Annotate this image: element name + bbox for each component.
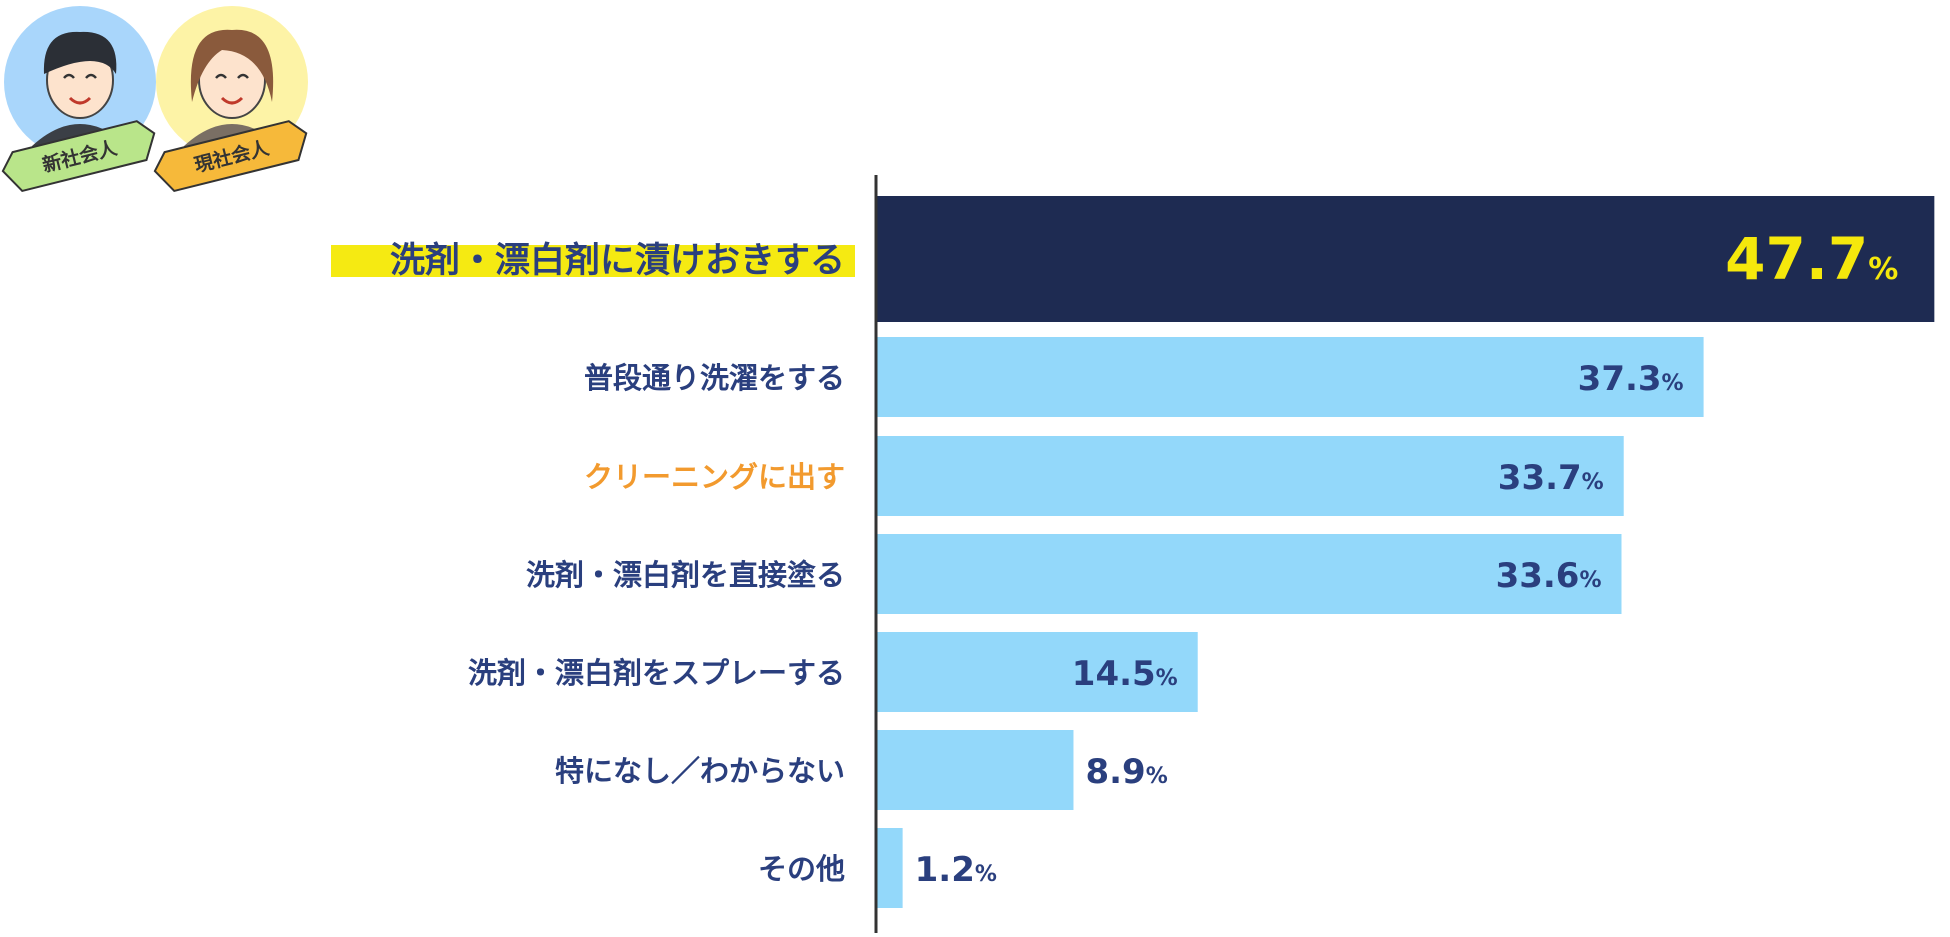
- highlight-marker: [331, 245, 855, 277]
- value-label-4: 14.5%: [1072, 654, 1178, 694]
- category-label-5: 特になし／わからない: [555, 754, 845, 788]
- value-label-1: 37.3%: [1578, 359, 1684, 399]
- bar-0: [876, 196, 1935, 322]
- badge-0: 新社会人: [1, 6, 156, 193]
- bar-5: [876, 730, 1074, 810]
- category-label-6: その他: [758, 852, 845, 886]
- ribbon: 現社会人: [153, 120, 308, 193]
- badge-1: 現社会人: [153, 6, 308, 193]
- category-label-3: 洗剤・漂白剤を直接塗る: [526, 558, 845, 592]
- bar-2: [876, 436, 1624, 516]
- value-label-5: 8.9%: [1085, 752, 1167, 792]
- category-label-0: 洗剤・漂白剤に漬けおきする: [390, 241, 845, 281]
- character-badges: 新社会人 現社会人: [1, 6, 308, 193]
- value-label-0: 47.7%: [1725, 225, 1898, 293]
- ribbon: 新社会人: [1, 120, 156, 193]
- value-label-2: 33.7%: [1498, 458, 1604, 498]
- category-label-2: クリーニングに出す: [584, 460, 845, 494]
- value-labels: 47.7% 37.3% 33.7% 33.6% 14.5% 8.9% 1.2%: [915, 225, 1899, 890]
- bars-group: [876, 196, 1935, 908]
- value-label-3: 33.6%: [1496, 556, 1602, 596]
- category-labels: 洗剤・漂白剤に漬けおきする普段通り洗濯をするクリーニングに出す洗剤・漂白剤を直接…: [331, 241, 855, 886]
- bar-3: [876, 534, 1622, 614]
- bar-6: [876, 828, 903, 908]
- value-label-6: 1.2%: [915, 850, 997, 890]
- category-label-1: 普段通り洗濯をする: [584, 361, 845, 395]
- bar-1: [876, 337, 1704, 417]
- bar-4: [876, 632, 1198, 712]
- category-label-4: 洗剤・漂白剤をスプレーする: [468, 656, 845, 690]
